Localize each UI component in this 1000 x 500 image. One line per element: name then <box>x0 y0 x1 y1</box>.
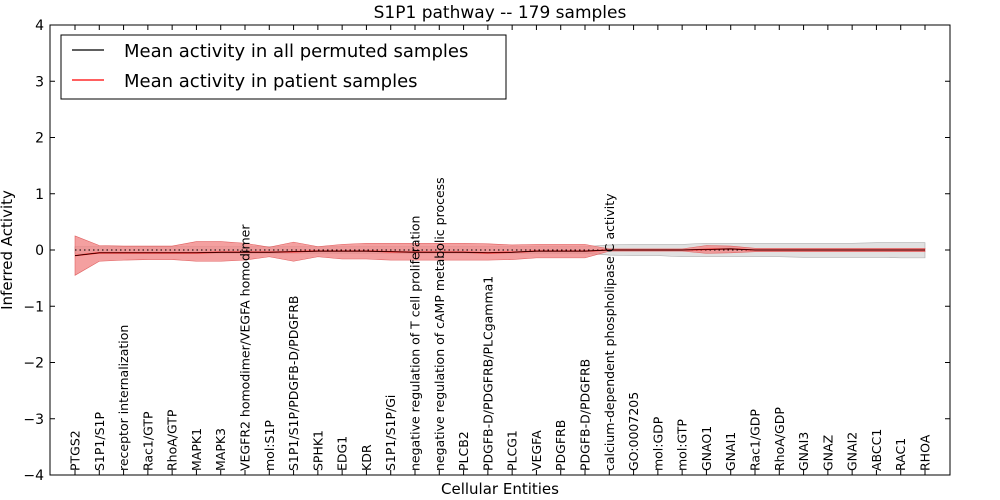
legend-label-permuted: Mean activity in all permuted samples <box>124 41 468 62</box>
x-tick-label: VEGFA <box>529 430 544 471</box>
x-tick-label: EDG1 <box>335 436 350 471</box>
x-tick-label: KDR <box>359 444 374 471</box>
patient-confidence-band <box>74 235 926 276</box>
x-tick-label: mol:GDP <box>650 416 665 471</box>
x-tick-label: S1P1/S1P <box>92 412 107 471</box>
x-tick-label: GNAI1 <box>723 432 738 471</box>
x-tick-label: GO:0007205 <box>626 392 641 471</box>
x-tick-label: receptor internalization <box>116 325 131 471</box>
x-tick-label: SPHK1 <box>310 430 325 471</box>
x-tick-label: GNAZ <box>820 435 835 471</box>
x-tick-label: MAPK1 <box>189 428 204 471</box>
x-tick-label: ABCC1 <box>869 429 884 471</box>
x-tick-label: RhoA/GTP <box>165 409 180 471</box>
plot-area <box>74 235 926 276</box>
x-tick-label: GNAO1 <box>699 426 714 471</box>
x-tick-label: S1P1/S1P/PDGFB-D/PDGFRB <box>286 296 301 472</box>
x-axis-label: Cellular Entities <box>441 480 559 498</box>
x-tick-label: S1P1/S1P/Gi <box>383 395 398 471</box>
x-tick-label: PLCB2 <box>456 431 471 471</box>
x-tick-label: GNAI2 <box>845 432 860 471</box>
y-tick-label: 4 <box>35 18 44 34</box>
plot-frame <box>49 24 951 476</box>
legend-box <box>60 34 507 100</box>
y-tick-label: −2 <box>23 356 44 372</box>
patient-mean-line-overlay <box>74 248 925 256</box>
x-tick-label: PDGFB-D/PDGFRB <box>578 359 593 471</box>
x-tick-label: Rac1/GTP <box>140 411 155 471</box>
x-tick-label: negative regulation of T cell proliferat… <box>408 216 423 471</box>
x-axis-ticks: PTGS2 S1P1/S1P receptor internalization Rac… <box>68 25 933 475</box>
y-tick-label: 1 <box>35 187 44 203</box>
y-tick-label: 0 <box>35 243 44 259</box>
x-tick-label: mol:S1P <box>262 420 277 471</box>
x-tick-label: RAC1 <box>893 438 908 471</box>
x-tick-label: RHOA <box>918 434 933 471</box>
x-tick-label: PDGFB-D/PDGFRB/PLCgamma1 <box>480 276 495 471</box>
x-tick-label: calcium-dependent phospholipase C activi… <box>602 193 617 471</box>
y-tick-label: −3 <box>23 412 44 428</box>
y-tick-label: 2 <box>35 131 44 147</box>
legend: Mean activity in all permuted samples Me… <box>60 34 507 100</box>
y-tick-label: 3 <box>35 74 44 90</box>
x-tick-label: Rac1/GDP <box>748 409 763 471</box>
x-tick-label: RhoA/GDP <box>772 407 787 471</box>
x-tick-label: PDGFRB <box>553 420 568 471</box>
x-tick-label: VEGFR2 homodimer/VEGFA homodimer <box>238 224 253 471</box>
y-tick-label: −1 <box>23 299 44 315</box>
x-tick-label: PLCG1 <box>505 430 520 471</box>
x-tick-label: PTGS2 <box>68 430 83 471</box>
x-tick-label: MAPK3 <box>213 428 228 471</box>
y-tick-label: −4 <box>23 468 44 484</box>
y-axis-label: Inferred Activity <box>0 190 16 310</box>
x-tick-label: mol:GTP <box>675 419 690 471</box>
x-tick-label: GNAI3 <box>796 432 811 471</box>
legend-label-patient: Mean activity in patient samples <box>124 71 418 92</box>
y-axis-ticks: −4 −3 −2 −1 0 1 2 3 4 <box>23 18 950 484</box>
x-tick-label: negative regulation of cAMP metabolic pr… <box>432 177 447 471</box>
chart-title: S1P1 pathway -- 179 samples <box>374 3 627 23</box>
